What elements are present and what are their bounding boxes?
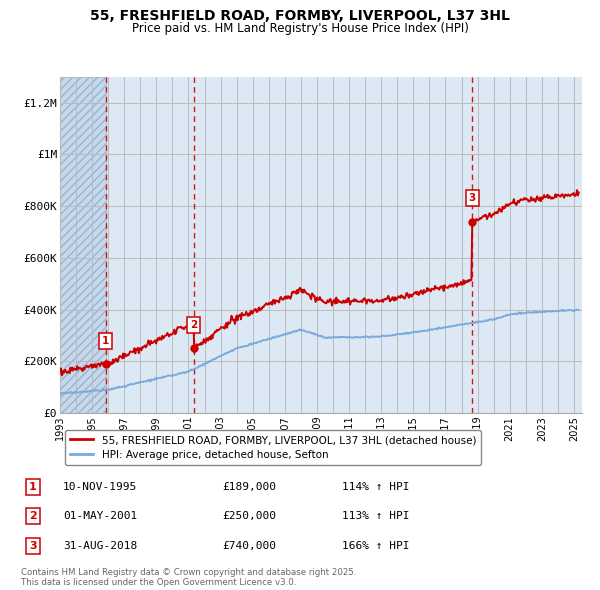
Text: Price paid vs. HM Land Registry's House Price Index (HPI): Price paid vs. HM Land Registry's House … [131,22,469,35]
Text: 1: 1 [103,336,110,346]
Text: 114% ↑ HPI: 114% ↑ HPI [342,482,409,491]
Text: 3: 3 [469,194,476,204]
Text: Contains HM Land Registry data © Crown copyright and database right 2025.
This d: Contains HM Land Registry data © Crown c… [21,568,356,587]
Text: 113% ↑ HPI: 113% ↑ HPI [342,512,409,521]
Text: £740,000: £740,000 [222,541,276,550]
Text: 1: 1 [29,482,37,491]
Bar [60,77,106,413]
Text: £189,000: £189,000 [222,482,276,491]
Text: 2: 2 [29,512,37,521]
Text: 166% ↑ HPI: 166% ↑ HPI [342,541,409,550]
Text: 55, FRESHFIELD ROAD, FORMBY, LIVERPOOL, L37 3HL: 55, FRESHFIELD ROAD, FORMBY, LIVERPOOL, … [90,9,510,23]
Text: 31-AUG-2018: 31-AUG-2018 [63,541,137,550]
Text: £250,000: £250,000 [222,512,276,521]
Text: 10-NOV-1995: 10-NOV-1995 [63,482,137,491]
Legend: 55, FRESHFIELD ROAD, FORMBY, LIVERPOOL, L37 3HL (detached house), HPI: Average p: 55, FRESHFIELD ROAD, FORMBY, LIVERPOOL, … [65,430,481,465]
Text: 2: 2 [190,320,197,330]
Text: 3: 3 [29,541,37,550]
Text: 01-MAY-2001: 01-MAY-2001 [63,512,137,521]
